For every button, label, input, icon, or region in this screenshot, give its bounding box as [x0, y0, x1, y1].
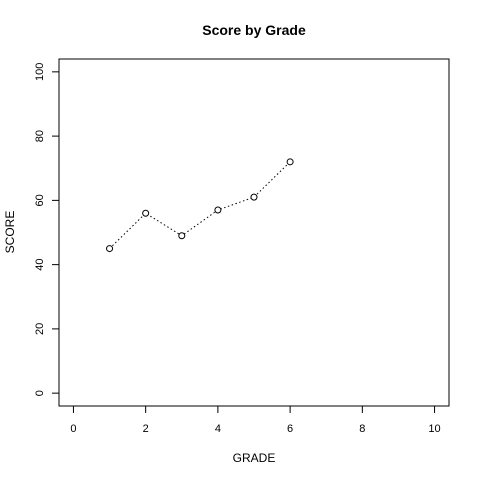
y-tick-label: 40	[34, 259, 46, 271]
series-line	[109, 161, 291, 249]
y-tick-label: 80	[34, 130, 46, 142]
x-tick-label: 8	[359, 423, 365, 435]
data-point	[286, 158, 294, 166]
y-tick-label: 100	[34, 63, 46, 81]
y-tick-label: 60	[34, 194, 46, 206]
x-tick-label: 6	[287, 423, 293, 435]
x-tick-label: 2	[143, 423, 149, 435]
data-point	[214, 206, 222, 214]
data-point	[250, 193, 258, 201]
x-tick-label: 10	[428, 423, 440, 435]
series-layer	[106, 158, 294, 253]
y-axis-label: SCORE	[3, 211, 17, 254]
x-axis-label: GRADE	[233, 451, 276, 465]
data-point	[106, 245, 114, 253]
x-tick-label: 0	[70, 423, 76, 435]
y-tick-label: 0	[34, 390, 46, 396]
data-point	[142, 209, 150, 217]
plot-area-frame	[58, 58, 450, 407]
y-axis: 0 20 40 60 80 100	[34, 63, 60, 396]
chart-title: Score by Grade	[202, 22, 306, 38]
x-tick-label: 4	[215, 423, 221, 435]
x-axis: 0 2 4 6 8 10	[70, 405, 441, 435]
y-tick-label: 20	[34, 323, 46, 335]
data-point	[178, 232, 186, 240]
